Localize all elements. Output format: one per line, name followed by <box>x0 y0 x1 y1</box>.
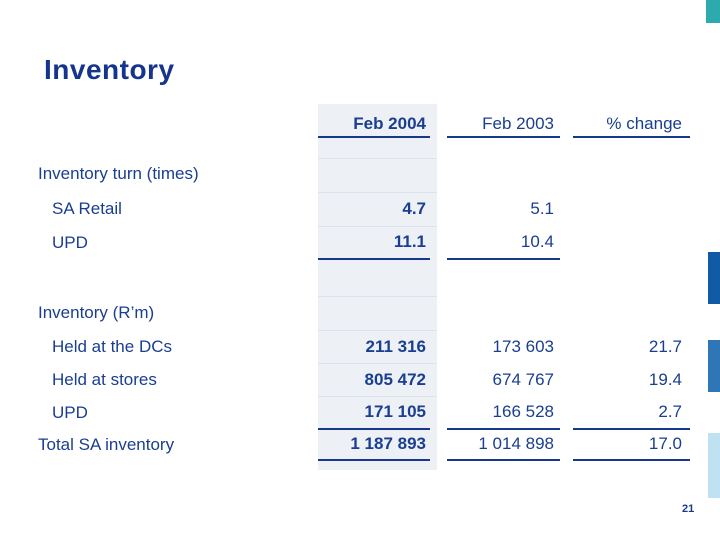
table-row: UPD 171 105 166 528 2.7 <box>38 395 690 430</box>
cell-feb2003: 5.1 <box>530 199 554 218</box>
cell-feb2004: 11.1 <box>318 225 430 260</box>
column-row-separator <box>318 296 437 297</box>
teal-corner-accent <box>706 0 720 23</box>
column-header-feb-2003: Feb 2003 <box>447 100 560 138</box>
row-label: UPD <box>52 232 88 252</box>
section-heading-row: Inventory turn (times) <box>38 158 690 190</box>
section-heading: Inventory turn (times) <box>38 164 199 183</box>
column-header-feb-2004: Feb 2004 <box>318 100 430 138</box>
cell-feb2003: 1 014 898 <box>447 428 560 461</box>
column-row-separator <box>318 192 437 193</box>
cell-feb2003: 166 528 <box>447 395 560 430</box>
table-total-row: Total SA inventory 1 187 893 1 014 898 1… <box>38 428 690 461</box>
cell-pct-change <box>573 226 690 259</box>
right-accent-bar-light <box>708 433 720 498</box>
cell-feb2004: 4.7 <box>402 199 426 218</box>
table-row: Held at stores 805 472 674 767 19.4 <box>38 363 690 396</box>
column-header-pct-change: % change <box>573 100 690 138</box>
column-row-separator <box>318 158 437 159</box>
row-label: Held at the DCs <box>52 336 172 356</box>
table-row: Held at the DCs 211 316 173 603 21.7 <box>38 330 690 363</box>
column-row-separator <box>318 226 437 227</box>
cell-pct-change: 2.7 <box>573 395 690 430</box>
column-row-separator <box>318 330 437 331</box>
section-heading-row: Inventory (R’m) <box>38 297 690 329</box>
row-label: UPD <box>52 402 88 422</box>
cell-feb2004: 805 472 <box>364 369 426 389</box>
feb2004-column-highlight <box>318 104 437 470</box>
cell-feb2004: 1 187 893 <box>318 428 430 461</box>
column-row-separator <box>318 396 437 397</box>
page-number: 21 <box>682 503 695 515</box>
row-label: Total SA inventory <box>38 434 175 454</box>
cell-pct-change: 19.4 <box>648 369 682 389</box>
right-accent-bar-medium <box>708 340 720 392</box>
right-accent-bar-dark <box>708 252 720 304</box>
cell-pct-change: 21.7 <box>648 336 682 356</box>
page-title: Inventory <box>44 54 175 85</box>
section-heading: Inventory (R’m) <box>38 303 155 322</box>
cell-feb2003: 674 767 <box>492 369 554 389</box>
cell-feb2004: 171 105 <box>318 395 430 430</box>
table-header-row: Feb 2004 Feb 2003 % change <box>38 104 690 138</box>
cell-feb2004: 211 316 <box>365 336 426 356</box>
cell-pct-change: 17.0 <box>573 428 690 461</box>
table-row: UPD 11.1 10.4 <box>38 225 690 260</box>
row-label: SA Retail <box>52 199 122 218</box>
table-row: SA Retail 4.7 5.1 <box>38 193 690 225</box>
row-label: Held at stores <box>52 369 157 389</box>
cell-feb2003: 10.4 <box>447 225 560 260</box>
cell-feb2003: 173 603 <box>492 336 554 356</box>
column-row-separator <box>318 363 437 364</box>
cell-pct-change <box>573 193 690 225</box>
